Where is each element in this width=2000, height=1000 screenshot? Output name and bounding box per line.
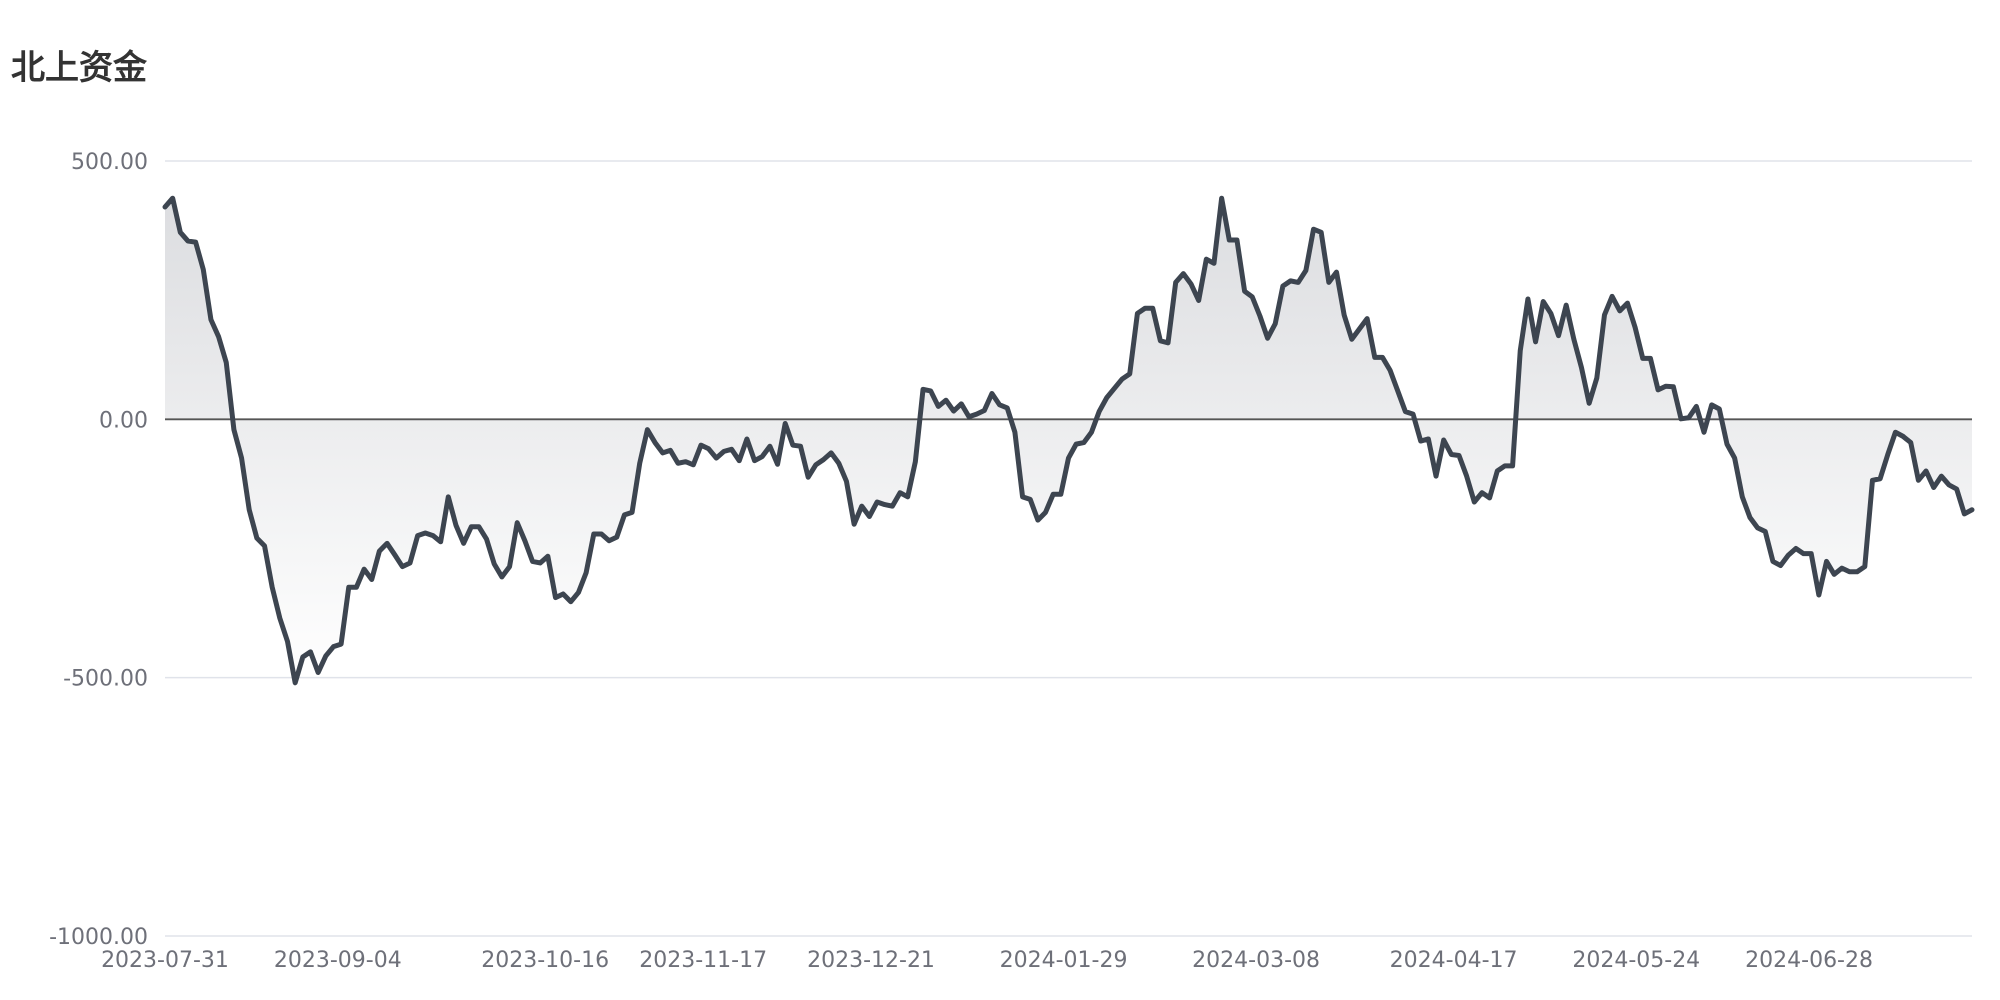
x-tick-label: 2023-07-31 (101, 948, 229, 973)
chart-title: 北上资金 (11, 48, 147, 88)
x-tick-label: 2024-03-08 (1192, 948, 1320, 973)
y-axis-ticks: 500.00 0.00 -500.00 -1000.00 (49, 150, 148, 950)
x-tick-label: 2024-01-29 (1000, 948, 1128, 973)
area-path (165, 198, 1972, 683)
x-axis-ticks: 2023-07-31 2023-09-04 2023-10-16 2023-11-17… (101, 948, 1873, 973)
y-tick-label: 500.00 (71, 150, 148, 175)
y-tick-label: 0.00 (99, 408, 148, 433)
series-line (162, 195, 1975, 686)
x-tick-label: 2024-06-28 (1745, 948, 1873, 973)
x-tick-label: 2023-12-21 (807, 948, 935, 973)
x-tick-label: 2024-04-17 (1390, 948, 1518, 973)
y-tick-label: -500.00 (63, 667, 148, 692)
y-tick-label: -1000.00 (49, 925, 148, 950)
x-tick-label: 2023-10-16 (481, 948, 609, 973)
x-tick-label: 2024-05-24 (1572, 948, 1700, 973)
x-tick-label: 2023-11-17 (639, 948, 767, 973)
series-line-path (162, 195, 1975, 686)
grid-lines (165, 160, 1972, 937)
x-tick-label: 2023-09-04 (274, 948, 402, 973)
area-fill (165, 198, 1972, 683)
